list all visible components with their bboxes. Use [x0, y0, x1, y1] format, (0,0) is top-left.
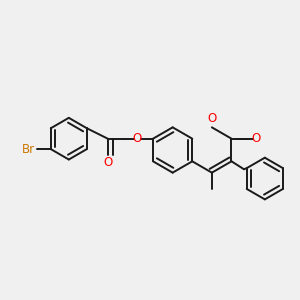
Text: Br: Br — [22, 142, 35, 156]
Text: O: O — [103, 156, 112, 169]
Text: O: O — [207, 112, 217, 125]
Text: O: O — [133, 132, 142, 145]
Text: O: O — [251, 132, 260, 145]
